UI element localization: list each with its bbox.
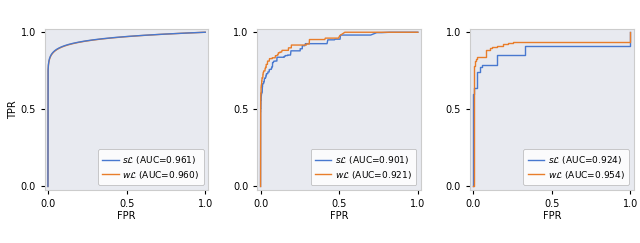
X-axis label: FPR: FPR — [117, 211, 136, 221]
X-axis label: FPR: FPR — [330, 211, 348, 221]
Legend: $s\mathcal{L}$ (AUC=0.961), $w\mathcal{L}$ (AUC=0.960): $s\mathcal{L}$ (AUC=0.961), $w\mathcal{L… — [98, 149, 204, 185]
X-axis label: FPR: FPR — [543, 211, 561, 221]
Y-axis label: TPR: TPR — [8, 100, 18, 119]
Legend: $s\mathcal{L}$ (AUC=0.901), $w\mathcal{L}$ (AUC=0.921): $s\mathcal{L}$ (AUC=0.901), $w\mathcal{L… — [310, 149, 417, 185]
Legend: $s\mathcal{L}$ (AUC=0.924), $w\mathcal{L}$ (AUC=0.954): $s\mathcal{L}$ (AUC=0.924), $w\mathcal{L… — [523, 149, 629, 185]
